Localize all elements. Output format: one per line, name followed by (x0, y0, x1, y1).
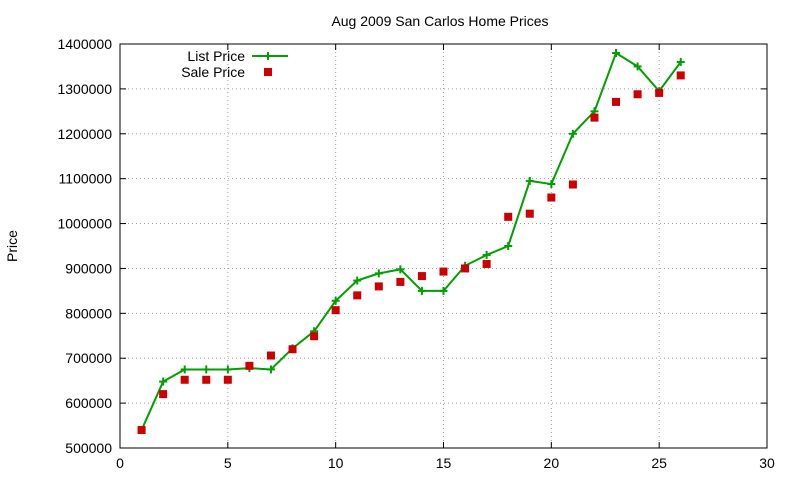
series-line (140, 51, 682, 431)
data-point-square (288, 345, 297, 354)
data-point-square (461, 264, 470, 273)
data-point-plus (159, 377, 168, 386)
x-tick-label: 10 (328, 455, 344, 471)
data-point-plus (547, 180, 556, 189)
data-point-square (353, 291, 362, 300)
data-point-plus (266, 365, 275, 374)
data-point-plus (374, 269, 383, 278)
data-point-square (180, 375, 189, 384)
data-point-plus (202, 365, 211, 374)
x-tick-label: 20 (544, 455, 560, 471)
y-tick-label: 600000 (65, 395, 112, 411)
chart-title: Aug 2009 San Carlos Home Prices (331, 13, 548, 29)
x-tick-label: 15 (436, 455, 452, 471)
data-point-plus (396, 265, 405, 274)
y-tick-label: 1000000 (57, 216, 112, 232)
series-list-price (137, 48, 685, 435)
x-tick-label: 25 (651, 455, 667, 471)
series-sale-price (137, 71, 685, 435)
data-point-plus (180, 365, 189, 374)
axes (119, 43, 768, 449)
x-tick-label: 30 (759, 455, 775, 471)
tick-labels: 0 5 10 15 20 25 30 500000 600000 700000 800000 9000… (57, 36, 775, 471)
plot-series (137, 48, 685, 435)
data-point-plus (353, 276, 362, 285)
y-tick-label: 700000 (65, 350, 112, 366)
data-point-plus (223, 365, 232, 374)
legend-marker-square (264, 68, 272, 76)
data-point-square (245, 361, 254, 370)
data-point-square (525, 209, 534, 218)
data-point-plus (633, 62, 642, 71)
data-point-plus (439, 286, 448, 295)
data-point-square (417, 272, 426, 281)
data-point-plus (568, 129, 577, 138)
y-tick-label: 1200000 (57, 126, 112, 142)
data-point-square (676, 71, 685, 80)
data-point-square (482, 259, 491, 268)
x-tick-label: 5 (224, 455, 232, 471)
data-point-square (633, 90, 642, 99)
y-tick-label: 500000 (65, 440, 112, 456)
data-point-square (202, 375, 211, 384)
y-tick-label: 1300000 (57, 81, 112, 97)
y-axis-label: Price (4, 230, 20, 262)
data-point-square (137, 426, 146, 435)
data-point-square (396, 277, 405, 286)
y-tick-label: 800000 (65, 305, 112, 321)
data-point-square (223, 375, 232, 384)
data-point-square (568, 180, 577, 189)
data-point-square (310, 332, 319, 341)
y-tick-label: 1100000 (59, 171, 113, 187)
data-point-plus (331, 296, 340, 305)
data-point-plus (417, 286, 426, 295)
legend-label: Sale Price (181, 64, 245, 80)
data-point-square (374, 282, 383, 291)
data-point-plus (525, 176, 534, 185)
grid-lines (120, 44, 767, 448)
data-point-square (439, 267, 448, 276)
data-point-square (590, 113, 599, 122)
data-point-square (547, 193, 556, 202)
data-point-plus (482, 250, 491, 259)
data-point-plus (504, 242, 513, 250)
data-point-square (266, 351, 275, 360)
data-point-square (655, 88, 664, 97)
data-point-square (159, 390, 168, 399)
y-tick-label: 900000 (65, 260, 112, 276)
data-point-plus (676, 57, 685, 66)
y-tick-label: 1400000 (57, 36, 112, 52)
data-point-square (612, 97, 621, 106)
x-tick-label: 0 (116, 455, 124, 471)
data-point-square (504, 212, 513, 221)
data-point-square (331, 306, 340, 315)
legend-label: List Price (187, 48, 245, 64)
data-point-plus (612, 48, 621, 57)
